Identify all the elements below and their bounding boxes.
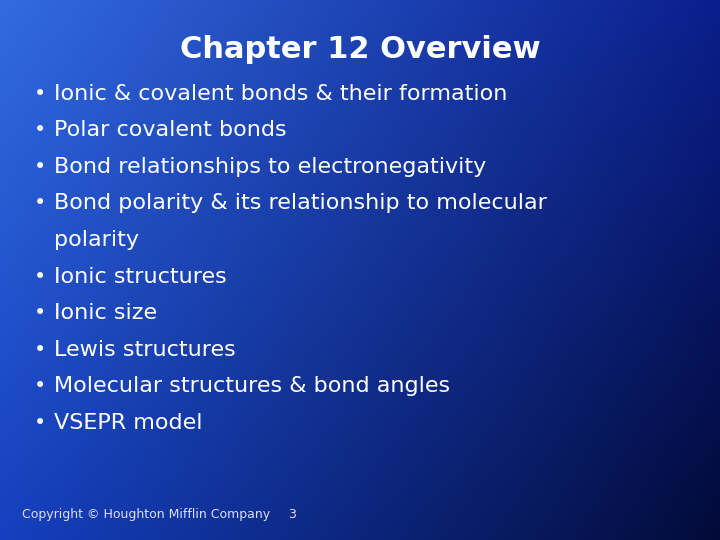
Text: 3: 3 [288,508,296,521]
Text: •: • [33,340,46,360]
Text: Ionic structures: Ionic structures [54,267,227,287]
Text: Ionic size: Ionic size [54,303,157,323]
Text: •: • [33,120,46,140]
Text: •: • [33,157,46,177]
Text: Lewis structures: Lewis structures [54,340,235,360]
Text: Chapter 12 Overview: Chapter 12 Overview [180,35,540,64]
Text: Bond relationships to electronegativity: Bond relationships to electronegativity [54,157,486,177]
Text: •: • [33,193,46,213]
Text: •: • [33,413,46,433]
Text: •: • [33,267,46,287]
Text: Molecular structures & bond angles: Molecular structures & bond angles [54,376,450,396]
Text: Polar covalent bonds: Polar covalent bonds [54,120,287,140]
Text: •: • [33,84,46,104]
Text: Bond polarity & its relationship to molecular: Bond polarity & its relationship to mole… [54,193,547,213]
Text: polarity: polarity [54,230,139,250]
Text: VSEPR model: VSEPR model [54,413,202,433]
Text: •: • [33,376,46,396]
Text: Ionic & covalent bonds & their formation: Ionic & covalent bonds & their formation [54,84,508,104]
Text: Copyright © Houghton Mifflin Company: Copyright © Houghton Mifflin Company [22,508,270,521]
Text: •: • [33,303,46,323]
